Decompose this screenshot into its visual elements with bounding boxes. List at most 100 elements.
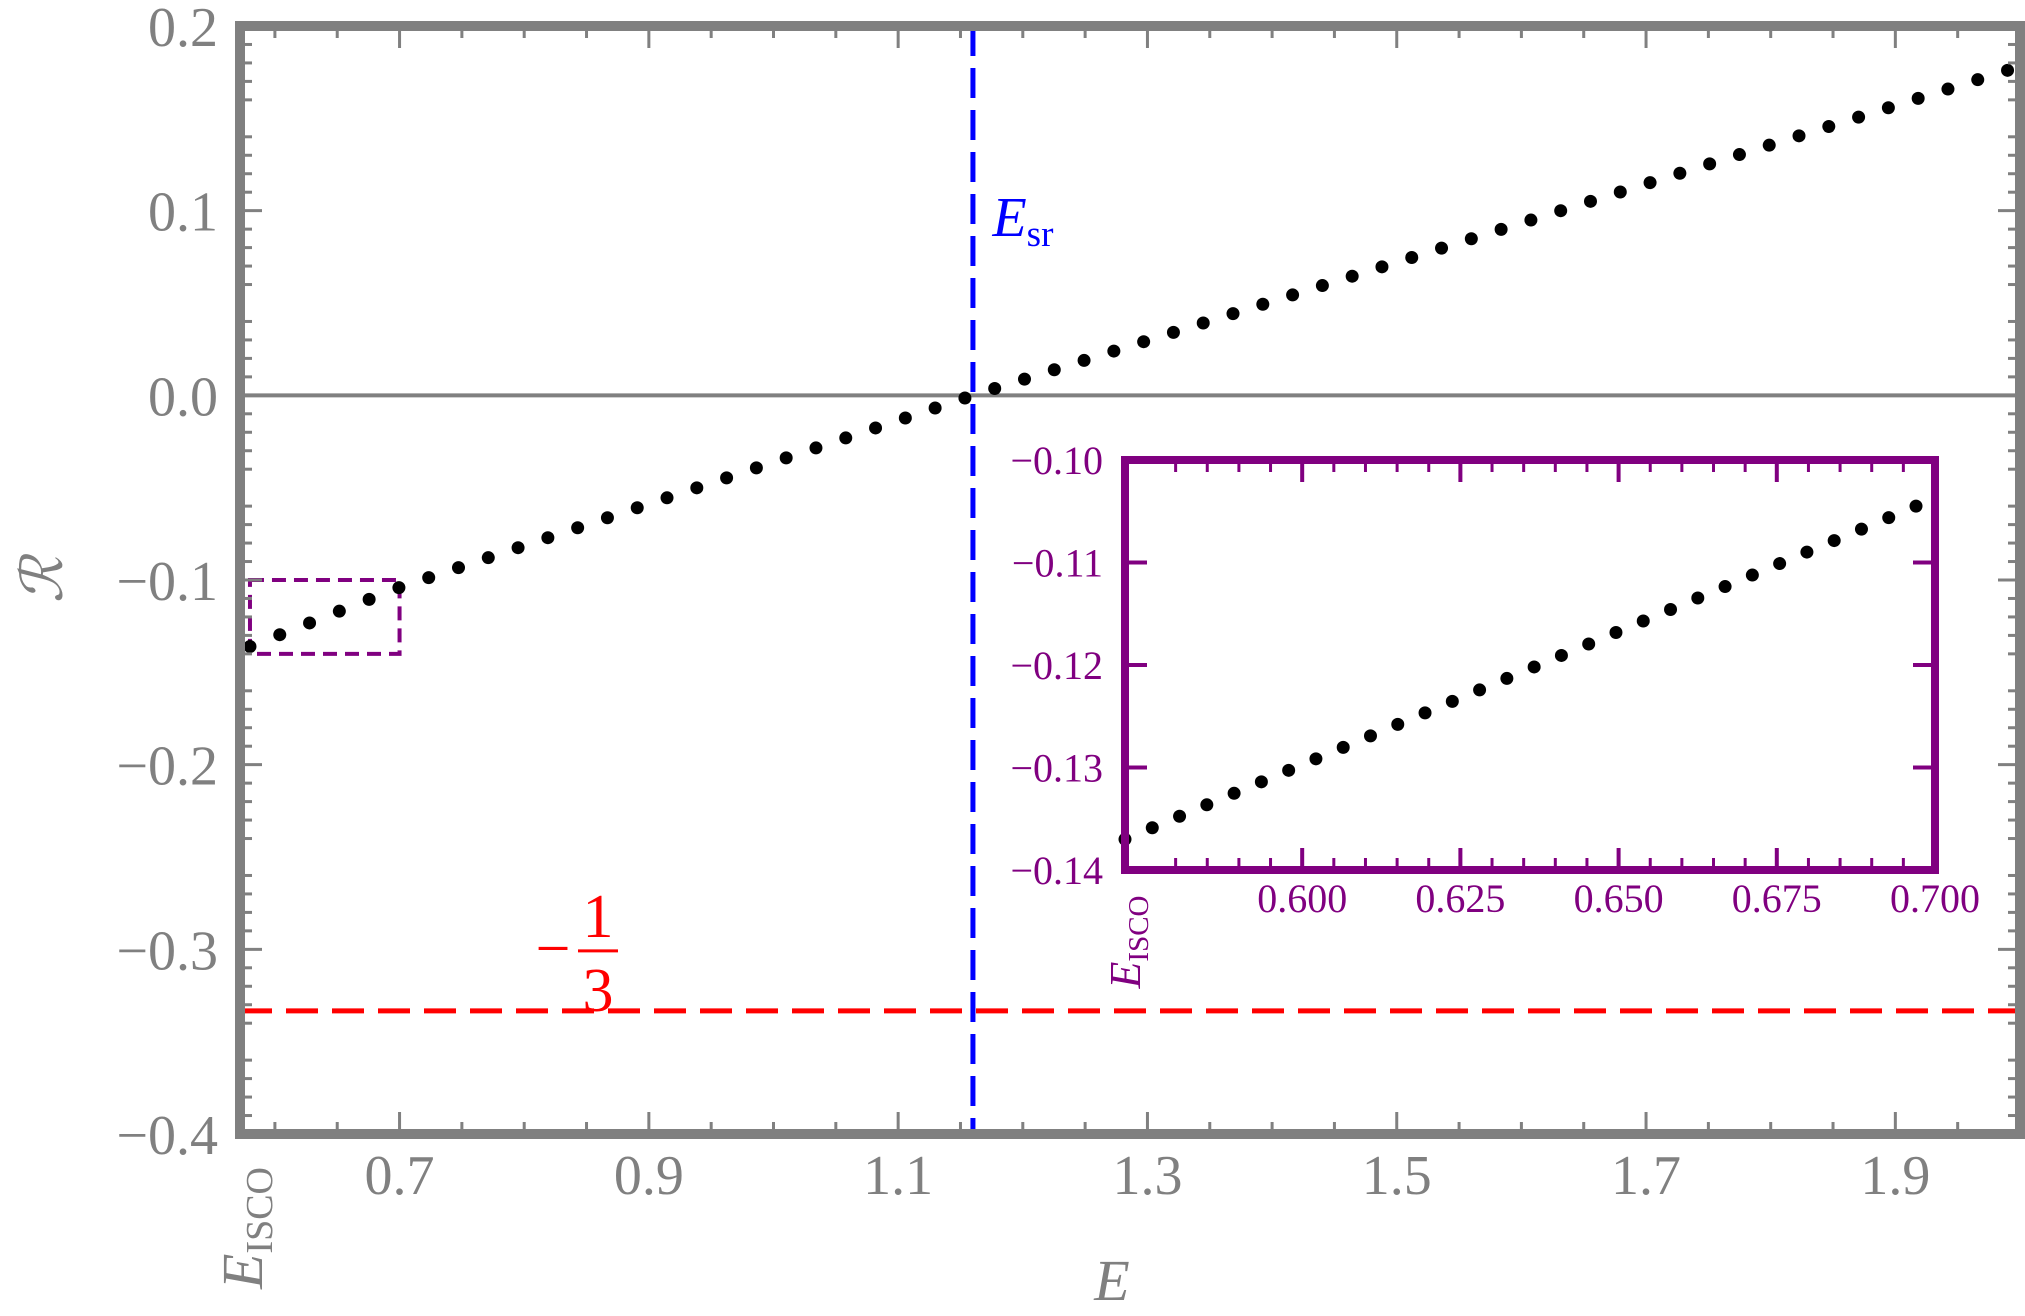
data-point xyxy=(1405,250,1419,264)
data-point xyxy=(1732,148,1746,162)
inset-x-tick-label: 0.700 xyxy=(1890,876,1980,921)
inset-y-tick-label: −0.10 xyxy=(1010,438,1103,483)
data-point xyxy=(303,616,317,630)
y-tick-label: −0.1 xyxy=(116,551,218,613)
x-tick-label: 1.1 xyxy=(863,1145,933,1207)
main-tick-labels: 0.7 0.9 1.1 1.3 1.5 1.7 1.90.20.10.0−0.1−0.2−0… xyxy=(116,0,1930,1290)
data-point xyxy=(1971,73,1985,87)
data-point xyxy=(839,431,853,445)
data-point xyxy=(243,639,257,653)
data-point xyxy=(928,401,942,415)
inset-data-point xyxy=(1827,534,1841,548)
data-point xyxy=(749,461,763,475)
svg-text:1: 1 xyxy=(583,883,614,951)
x-tick-label: 1.7 xyxy=(1611,1145,1681,1207)
main-data-series xyxy=(243,63,2015,653)
inset-data-point xyxy=(1200,798,1214,812)
data-point xyxy=(1703,157,1717,171)
data-point xyxy=(1822,119,1836,133)
inset-data-point xyxy=(1664,603,1678,617)
data-point xyxy=(1137,335,1151,349)
x-tick-label: 1.3 xyxy=(1112,1145,1182,1207)
inset-data-point xyxy=(1391,717,1405,731)
data-point xyxy=(720,471,734,485)
inset-data-point xyxy=(1254,775,1268,789)
data-point xyxy=(1613,185,1627,199)
y-tick-label: 0.2 xyxy=(148,0,218,59)
data-point xyxy=(1286,288,1300,302)
inset-data-point xyxy=(1309,752,1323,766)
x-tick-label: 0.9 xyxy=(614,1145,684,1207)
data-point xyxy=(362,592,376,606)
data-point xyxy=(422,571,436,585)
zoom-highlight-box xyxy=(247,578,402,656)
inset-data-point xyxy=(1554,648,1568,662)
inset-data-point xyxy=(1173,809,1187,823)
inset-data-point xyxy=(1282,763,1296,777)
data-point xyxy=(273,628,287,642)
inset-data-point xyxy=(1773,557,1787,571)
data-point xyxy=(958,391,972,405)
data-point xyxy=(660,491,674,505)
x-tick-label: 1.9 xyxy=(1860,1145,1930,1207)
data-point xyxy=(481,551,495,565)
x-tick-label: 1.5 xyxy=(1362,1145,1432,1207)
inset-y-tick-label: −0.12 xyxy=(1010,643,1103,688)
y-axis-title: ℛ xyxy=(10,553,75,603)
inset-data-point xyxy=(1691,591,1705,605)
data-point xyxy=(1792,129,1806,143)
inset-data-point xyxy=(1745,568,1759,582)
inset-y-tick-label: −0.13 xyxy=(1010,746,1103,791)
e-sr-label: Esr xyxy=(991,187,1053,255)
inset-x-tick-label: 0.625 xyxy=(1415,876,1505,921)
data-point xyxy=(1315,279,1329,293)
y-tick-label: 0.1 xyxy=(148,182,218,244)
inset-data-point xyxy=(1418,706,1432,720)
inset-data-point xyxy=(1854,522,1868,536)
svg-text:−: − xyxy=(536,915,571,983)
data-point xyxy=(779,451,793,465)
data-point xyxy=(1494,222,1508,236)
data-point xyxy=(690,481,704,495)
inset-data-point xyxy=(1473,683,1487,697)
data-point xyxy=(511,541,525,555)
data-point xyxy=(1077,353,1091,367)
data-point xyxy=(332,604,346,618)
inset-data-point xyxy=(1500,671,1514,685)
main-plot-frame xyxy=(235,21,2025,1139)
data-point xyxy=(1941,82,1955,96)
inset-data-point xyxy=(1227,786,1241,800)
inset-x-tick-label: 0.675 xyxy=(1732,876,1822,921)
data-point xyxy=(1196,316,1210,330)
data-point xyxy=(1375,260,1389,274)
inset-plot-frame xyxy=(1121,456,1939,874)
data-point xyxy=(988,381,1002,395)
y-tick-label: −0.3 xyxy=(116,920,218,982)
data-point xyxy=(1554,204,1568,218)
x-start-label-e-isco: EISCO xyxy=(210,1167,281,1290)
main-reference-lines: −13 Esr xyxy=(240,26,2020,1134)
inset-data-point xyxy=(1909,499,1923,513)
inset-data-point xyxy=(1800,545,1814,559)
inset-data-point xyxy=(1145,821,1159,835)
minus-one-third-label: −13 xyxy=(536,883,618,1025)
inset-data-point xyxy=(1445,694,1459,708)
data-point xyxy=(1107,344,1121,358)
y-tick-label: −0.4 xyxy=(116,1105,218,1167)
inset-plot: 0.600 0.625 0.650 0.675 0.700 −0.10 −0.11 −0.12… xyxy=(1010,438,1980,989)
data-point xyxy=(451,561,465,575)
data-point xyxy=(1762,138,1776,152)
data-point xyxy=(1643,176,1657,190)
y-tick-label: −0.2 xyxy=(116,736,218,798)
inset-data-point xyxy=(1582,637,1596,651)
inset-data-point xyxy=(1363,729,1377,743)
data-point xyxy=(1881,101,1895,115)
data-point xyxy=(571,521,585,535)
inset-data-point xyxy=(1609,625,1623,639)
inset-data-point xyxy=(1527,660,1541,674)
data-point xyxy=(1256,297,1270,311)
data-point xyxy=(1166,325,1180,339)
inset-data-point xyxy=(1718,580,1732,594)
